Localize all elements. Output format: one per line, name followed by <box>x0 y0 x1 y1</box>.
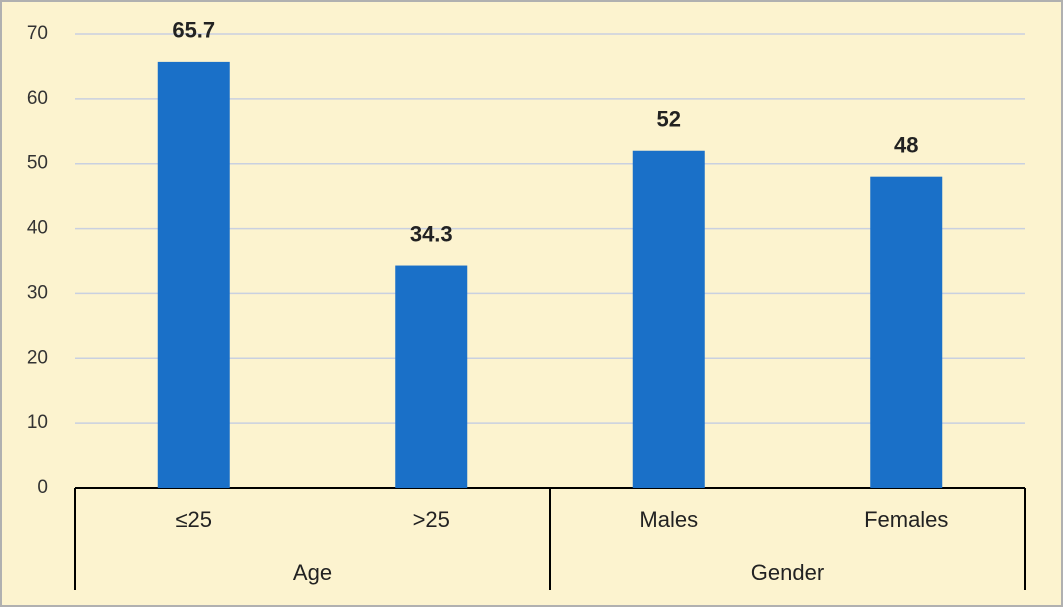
x-tick-label: >25 <box>413 507 450 532</box>
y-tick-label: 30 <box>27 282 48 303</box>
data-label: 52 <box>657 107 681 132</box>
y-tick-label: 10 <box>27 412 48 433</box>
bar <box>157 61 230 488</box>
data-label: 65.7 <box>172 18 215 43</box>
bar <box>395 265 468 488</box>
x-tick-label: Males <box>639 507 698 532</box>
y-tick-label: 60 <box>27 88 48 109</box>
x-tick-label: Females <box>864 507 948 532</box>
bar <box>632 150 705 488</box>
y-tick-label: 50 <box>27 153 48 174</box>
y-tick-label: 20 <box>27 347 48 368</box>
data-label: 48 <box>894 132 918 157</box>
y-tick-label: 70 <box>27 23 48 44</box>
y-tick-label: 0 <box>37 477 48 498</box>
bar <box>870 176 943 488</box>
group-label: Gender <box>751 560 824 585</box>
data-label: 34.3 <box>410 221 453 246</box>
y-tick-label: 40 <box>27 218 48 239</box>
group-label: Age <box>293 560 332 585</box>
x-tick-label: ≤25 <box>175 507 212 532</box>
